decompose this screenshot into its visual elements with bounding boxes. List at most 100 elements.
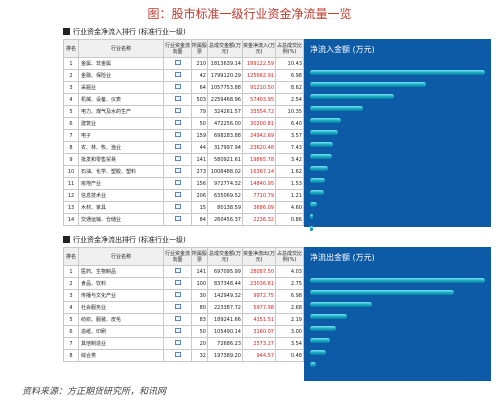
flow-chart-icon[interactable] [174,328,181,333]
stock-count-cell: 100 [191,277,208,290]
rank-cell: 6 [63,325,79,338]
table-row: 13 木材、家具 15 80138.59 3686.09 4.60 [63,201,304,214]
ratio-cell: 6.98 [275,289,304,302]
turnover-cell: 189241.66 [207,313,243,326]
chart-bar [310,105,364,111]
flow-chart-icon[interactable] [174,352,181,357]
flow-chart-icon[interactable] [174,180,181,185]
ratio-cell: 6.40 [275,117,304,130]
inflow-table: 排名 行业名称 行业资金流向图 所属股票 总成交金额(万元) 资金净流入(万元) 占总成交比… [63,39,304,226]
flow-chart-icon[interactable] [174,192,181,197]
flow-chart-icon[interactable] [174,340,181,345]
net-flow-cell: 3686.09 [242,201,276,214]
flow-chart-icon[interactable] [174,280,181,285]
net-flow-cell: 91210.50 [242,81,276,94]
inflow-panel: 行业资金净流入排行 (标准行业一级) 排名 行业名称 行业资金流向图 所属股票 总成交金… [63,26,495,231]
ratio-cell: 10.35 [275,105,304,118]
inflow-chart: 净流入金额 (万元) [304,39,491,231]
ratio-cell: 3.57 [275,129,304,142]
outflow-heading: 行业资金净流出排行 (标准行业一级) [63,234,186,246]
table-row: 3 传播与文化产业 30 142949.32 9972.75 6.98 [63,289,304,302]
flow-chart-cell [163,213,192,226]
industry-name-cell: 综合类 [78,349,164,362]
ratio-cell: 10.43 [275,57,304,70]
flow-chart-icon[interactable] [174,108,181,113]
net-flow-cell: 28087.50 [242,265,276,278]
table-row: 10 石油、化学、塑胶、塑料 273 1008488.02 16367.14 1.62 [63,165,304,178]
flow-chart-icon[interactable] [174,168,181,173]
stock-count-cell: 20 [191,337,208,350]
chart-bar [310,225,313,231]
table-row: 7 其他制造业 20 72686.23 2573.27 3.54 [63,337,304,350]
chart-bar [310,289,454,295]
rank-cell: 2 [63,69,79,82]
flow-chart-cell [163,277,192,290]
net-flow-cell: 24942.69 [242,129,276,142]
column-header: 行业资金流向图 [163,247,192,266]
column-header: 资金净流出(万元) [242,247,276,266]
table-row: 1 金属、非金属 210 1813639.14 189122.59 10.43 [63,57,304,70]
table-row: 8 农、林、牧、渔业 44 317997.94 23620.48 7.43 [63,141,304,154]
chart-bar [310,81,427,87]
ratio-cell: 6.98 [275,69,304,82]
flow-chart-icon[interactable] [174,268,181,273]
turnover-cell: 1813639.14 [207,57,243,70]
stock-count-cell: 64 [191,81,208,94]
flow-chart-icon[interactable] [174,292,181,297]
column-header: 行业资金流向图 [163,39,192,58]
stock-count-cell: 32 [191,349,208,362]
net-flow-cell: 57403.95 [242,93,276,106]
flow-chart-icon[interactable] [174,132,181,137]
flow-chart-icon[interactable] [174,84,181,89]
column-header: 排名 [63,39,79,58]
table-row: 2 食品、饮料 100 837348.44 23036.61 2.75 [63,277,304,290]
net-flow-cell: 14840.95 [242,177,276,190]
industry-name-cell: 机械、设备、仪表 [78,93,164,106]
stock-count-cell: 273 [191,165,208,178]
outflow-chart: 净流出金额 (万元) [304,247,491,381]
flow-chart-icon[interactable] [174,156,181,161]
turnover-cell: 197389.20 [207,349,243,362]
column-header: 所属股票 [191,39,208,58]
industry-name-cell: 社会服务业 [78,301,164,314]
industry-name-cell: 纺织、服装、皮毛 [78,313,164,326]
flow-chart-icon[interactable] [174,204,181,209]
rank-cell: 11 [63,177,79,190]
flow-chart-icon[interactable] [174,316,181,321]
turnover-cell: 142949.32 [207,289,243,302]
net-flow-cell: 23036.61 [242,277,276,290]
rank-cell: 2 [63,277,79,290]
ratio-cell: 2.75 [275,277,304,290]
rank-cell: 14 [63,213,79,226]
flow-chart-icon[interactable] [174,96,181,101]
flow-chart-cell [163,105,192,118]
flow-chart-icon[interactable] [174,216,181,221]
stock-count-cell: 503 [191,93,208,106]
rank-cell: 6 [63,117,79,130]
turnover-cell: 697095.99 [207,265,243,278]
rank-cell: 3 [63,289,79,302]
page-title: 图：股市标准一级行业资金净流量一览 [147,7,352,21]
flow-chart-icon[interactable] [174,120,181,125]
rank-cell: 8 [63,141,79,154]
industry-name-cell: 建筑业 [78,117,164,130]
rank-cell: 3 [63,81,79,94]
flow-chart-icon[interactable] [174,304,181,309]
turnover-cell: 72686.23 [207,337,243,350]
chart-bar [310,177,326,183]
stock-count-cell: 141 [191,265,208,278]
flow-chart-cell [163,165,192,178]
flow-chart-icon[interactable] [174,60,181,65]
rank-cell: 10 [63,165,79,178]
industry-name-cell: 金融、保险业 [78,69,164,82]
ratio-cell: 1.62 [275,165,304,178]
outflow-table: 排名 行业名称 行业资金流向图 所属股票 总成交金额(万元) 资金净流出(万元) 占总成交比… [63,247,304,362]
chart-bar [310,69,485,75]
flow-chart-cell [163,81,192,94]
rank-cell: 5 [63,313,79,326]
flow-chart-icon[interactable] [174,72,181,77]
flow-chart-icon[interactable] [174,144,181,149]
flow-chart-cell [163,57,192,70]
industry-name-cell: 传播与文化产业 [78,289,164,302]
turnover-cell: 223387.72 [207,301,243,314]
